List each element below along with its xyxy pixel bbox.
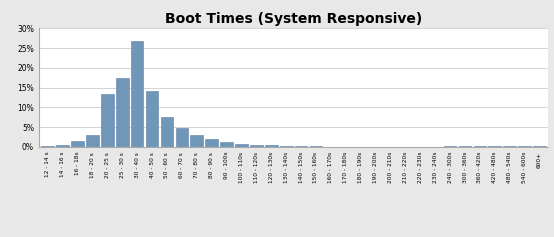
Bar bbox=[101, 94, 114, 147]
Bar bbox=[250, 145, 263, 147]
Bar bbox=[235, 144, 248, 147]
Bar bbox=[504, 146, 516, 147]
Bar bbox=[295, 146, 307, 147]
Bar bbox=[265, 145, 278, 147]
Bar bbox=[206, 139, 218, 147]
Bar bbox=[489, 146, 501, 147]
Bar bbox=[42, 146, 54, 147]
Bar bbox=[325, 146, 337, 147]
Bar bbox=[131, 41, 143, 147]
Bar bbox=[519, 146, 531, 147]
Bar bbox=[57, 145, 69, 147]
Bar bbox=[459, 146, 471, 147]
Bar bbox=[444, 146, 456, 147]
Bar bbox=[340, 146, 352, 147]
Bar bbox=[71, 141, 84, 147]
Bar bbox=[310, 146, 322, 147]
Bar bbox=[474, 146, 486, 147]
Bar bbox=[533, 146, 546, 147]
Bar bbox=[116, 78, 129, 147]
Bar bbox=[280, 146, 293, 147]
Bar bbox=[161, 117, 173, 147]
Bar bbox=[176, 128, 188, 147]
Bar bbox=[220, 142, 233, 147]
Bar bbox=[146, 91, 158, 147]
Title: Boot Times (System Responsive): Boot Times (System Responsive) bbox=[165, 12, 422, 26]
Bar bbox=[86, 135, 99, 147]
Bar bbox=[191, 135, 203, 147]
